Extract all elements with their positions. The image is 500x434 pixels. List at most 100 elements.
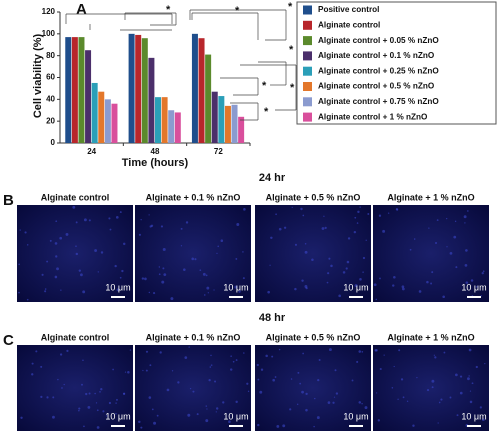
cell-dot [194, 258, 197, 261]
cell-dot [333, 396, 336, 398]
x-tick-label: 24 [87, 147, 96, 156]
cell-dot [20, 416, 23, 419]
cell-dot [215, 407, 219, 410]
cell-dot [302, 214, 305, 217]
cell-dot [468, 375, 470, 377]
significance-star: * [166, 4, 171, 16]
scale-label: 10 μm [105, 282, 130, 292]
legend-swatch [303, 82, 312, 91]
cell-dot [438, 401, 441, 404]
image-caption: Alginate + 1 % nZnO [387, 192, 474, 202]
cell-dot [40, 365, 43, 368]
cell-dot [206, 286, 210, 290]
cell-dot [294, 287, 297, 291]
scale-label: 10 μm [461, 282, 486, 292]
cell-dot [301, 279, 304, 282]
legend-swatch [303, 20, 312, 30]
scale-label: 10 μm [461, 411, 486, 421]
cell-dot [455, 266, 458, 269]
cell-dot [467, 210, 469, 212]
cell-dot [397, 398, 399, 400]
image-caption: Alginate control [41, 192, 110, 202]
cell-dot [412, 424, 415, 427]
cell-dot [446, 218, 448, 220]
cell-dot [278, 348, 281, 351]
cell-dot [272, 378, 275, 382]
cell-dot [274, 376, 277, 378]
cell-dot [115, 402, 117, 404]
cell-dot [119, 276, 122, 279]
cell-dot [364, 406, 368, 410]
scale-label: 10 μm [105, 411, 130, 421]
cell-dot [338, 294, 341, 298]
image-caption: Alginate + 1 % nZnO [387, 332, 474, 342]
image-caption: Alginate control [41, 332, 110, 342]
cell-dot [442, 295, 445, 299]
cell-dot [59, 236, 63, 240]
cell-dot [305, 286, 308, 290]
cell-dot [440, 398, 443, 401]
image-caption: Alginate + 0.5 % nZnO [266, 332, 361, 342]
cell-dot [149, 364, 152, 367]
cell-dot [401, 287, 405, 291]
cell-dot [328, 257, 331, 260]
cell-dot [170, 297, 174, 301]
cell-dot [434, 356, 437, 359]
cell-dot [203, 294, 206, 296]
cell-dot [475, 286, 478, 288]
y-tick-label: 0 [51, 138, 56, 147]
cell-dot [468, 348, 472, 352]
micrograph [255, 205, 371, 302]
cell-dot [56, 267, 59, 271]
cell-dot [342, 271, 346, 274]
cell-dot [282, 424, 286, 428]
cell-dot [314, 397, 316, 400]
cell-dot [259, 390, 263, 394]
cell-dot [228, 420, 231, 424]
cell-dot [236, 223, 240, 226]
bar [218, 96, 225, 143]
cell-dot [142, 369, 144, 372]
legend-swatch [303, 112, 312, 122]
legend-label: Alginate control + 0.1 % nZnO [318, 51, 435, 60]
cell-dot [205, 405, 208, 407]
cell-dot [426, 280, 429, 284]
cell-dot [377, 419, 380, 422]
cell-dot [161, 280, 165, 284]
cell-dot [210, 354, 212, 357]
y-tick-label: 20 [46, 116, 55, 125]
legend-label: Alginate control + 0.25 % nZnO [318, 66, 439, 75]
cell-dot [313, 425, 315, 428]
cell-dot [108, 401, 112, 405]
bar [211, 91, 218, 143]
cell-dot [373, 283, 377, 287]
cell-dot [166, 388, 170, 392]
cell-dot [464, 263, 468, 267]
cell-dot [238, 290, 241, 293]
cell-dot [31, 373, 34, 376]
legend-label: Alginate control + 1 % nZnO [318, 112, 428, 121]
cell-dot [247, 390, 250, 393]
cell-dot [59, 353, 63, 356]
cell-dot [361, 402, 363, 405]
cell-dot [311, 258, 314, 262]
cell-dot [326, 281, 329, 284]
cell-dot [26, 244, 29, 246]
legend-box [296, 1, 497, 125]
cell-dot [321, 227, 325, 230]
cell-dot [119, 211, 122, 214]
cell-dot [393, 275, 396, 279]
cell-dot [428, 227, 430, 229]
legend-swatch [303, 5, 312, 15]
cell-dot [269, 264, 271, 266]
cell-dot [375, 349, 378, 352]
cell-dot [122, 392, 126, 395]
legend-label: Alginate control [318, 20, 380, 29]
cell-dot [78, 269, 81, 272]
cell-dot [187, 413, 191, 417]
cell-dot [302, 352, 305, 355]
cell-dot [230, 368, 233, 371]
cell-dot [75, 245, 77, 247]
cell-dot [431, 379, 435, 383]
cell-dot [148, 214, 150, 216]
